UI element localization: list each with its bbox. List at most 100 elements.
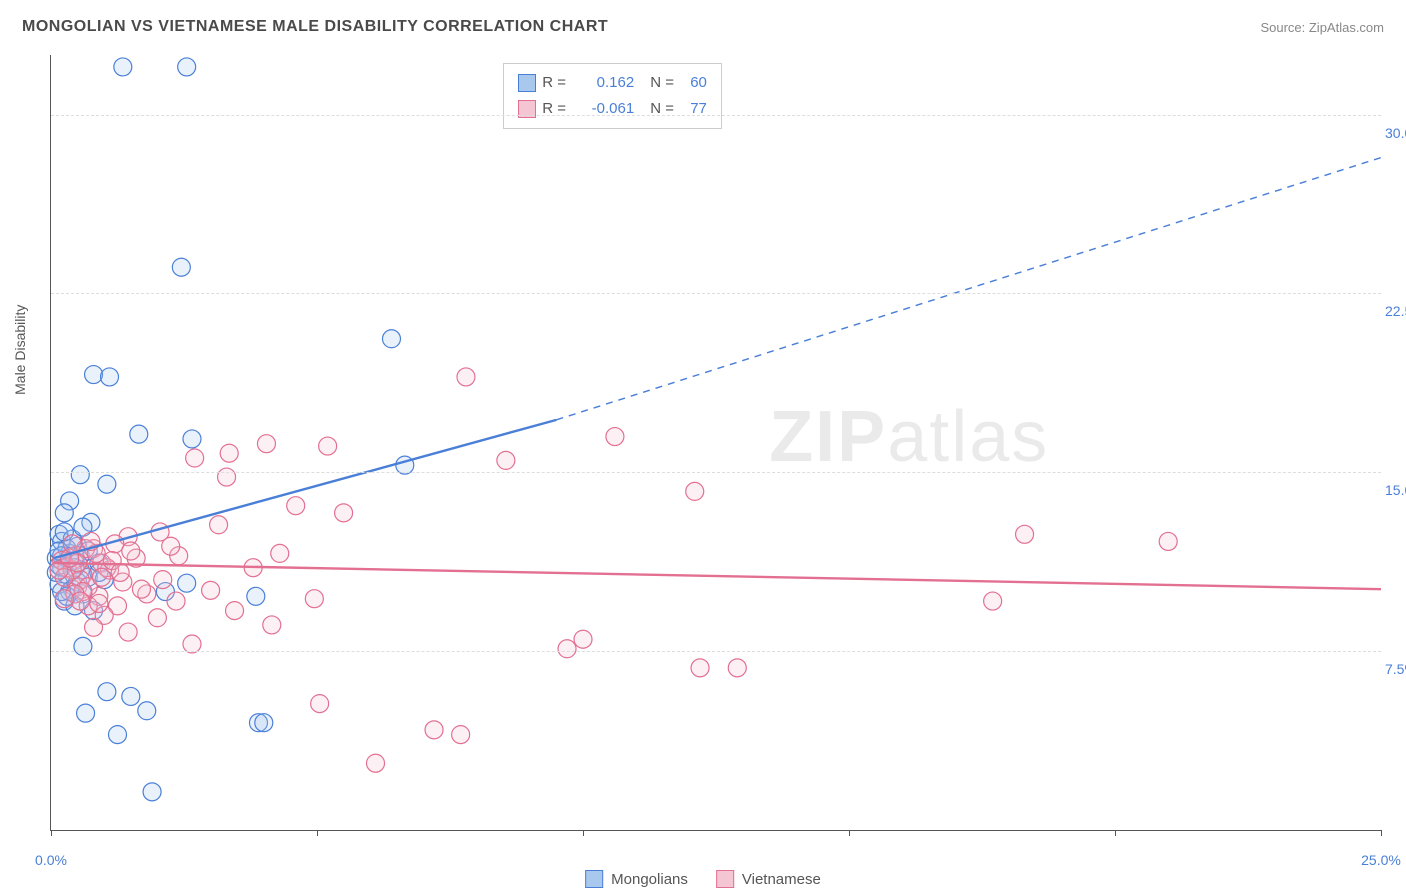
source-credit: Source: ZipAtlas.com [1260, 20, 1384, 35]
data-point [74, 637, 92, 655]
data-point [226, 602, 244, 620]
legend-swatch [585, 870, 603, 888]
data-point [606, 428, 624, 446]
data-point [1016, 525, 1034, 543]
x-tick [849, 830, 850, 836]
chart-plot-area: R =0.162N =60R =-0.061N =77 ZIPatlas 7.5… [50, 55, 1381, 831]
x-tick [317, 830, 318, 836]
stats-legend-box: R = 0.162 N = 60 R =-0.061N =77 [503, 63, 722, 129]
data-point [686, 482, 704, 500]
data-point [111, 563, 129, 581]
data-point [691, 659, 709, 677]
legend-item: Mongolians [585, 870, 688, 888]
n-value: 60 [690, 74, 707, 91]
data-point [311, 695, 329, 713]
data-point [154, 571, 172, 589]
data-point [247, 587, 265, 605]
data-point [728, 659, 746, 677]
regression-line-extrapolated [556, 158, 1381, 420]
y-axis-title: Male Disability [12, 305, 28, 395]
data-point [130, 425, 148, 443]
y-tick-label: 7.5% [1385, 661, 1406, 677]
y-tick-label: 15.0% [1385, 482, 1406, 498]
gridline-h [51, 472, 1381, 473]
data-point [101, 368, 119, 386]
data-point [263, 616, 281, 634]
data-point [202, 581, 220, 599]
data-point [71, 592, 89, 610]
legend-item: Vietnamese [716, 870, 821, 888]
data-point [98, 475, 116, 493]
data-point [93, 568, 111, 586]
data-point [382, 330, 400, 348]
x-tick-label: 0.0% [35, 852, 67, 868]
data-point [287, 497, 305, 515]
x-tick [1381, 830, 1382, 836]
source-prefix: Source: [1260, 20, 1308, 35]
x-tick [51, 830, 52, 836]
data-point [109, 726, 127, 744]
legend-swatch [518, 74, 536, 92]
data-point [172, 258, 190, 276]
data-point [335, 504, 353, 522]
data-point [218, 468, 236, 486]
r-label: R = [542, 74, 570, 91]
regression-line [54, 420, 557, 558]
data-point [85, 366, 103, 384]
data-point [367, 754, 385, 772]
stats-row: R =-0.061N =77 [518, 96, 707, 122]
data-point [178, 58, 196, 76]
data-point [119, 623, 137, 641]
data-point [1159, 532, 1177, 550]
data-point [558, 640, 576, 658]
data-point [143, 783, 161, 801]
data-point [220, 444, 238, 462]
data-point [457, 368, 475, 386]
data-point [138, 702, 156, 720]
x-tick-label: 25.0% [1361, 852, 1401, 868]
data-point [71, 466, 89, 484]
data-point [255, 714, 273, 732]
stats-row: R = 0.162 N = 60 [518, 70, 707, 96]
data-point [55, 504, 73, 522]
legend-swatch [716, 870, 734, 888]
data-point [77, 704, 95, 722]
x-tick [1115, 830, 1116, 836]
data-point [132, 580, 150, 598]
legend-label: Vietnamese [742, 871, 821, 888]
data-point [319, 437, 337, 455]
series-legend: Mongolians Vietnamese [585, 870, 821, 888]
chart-title: MONGOLIAN VS VIETNAMESE MALE DISABILITY … [22, 18, 608, 36]
gridline-h [51, 293, 1381, 294]
data-point [497, 451, 515, 469]
data-point [425, 721, 443, 739]
legend-label: Mongolians [611, 871, 688, 888]
n-label: N = [650, 74, 684, 91]
data-point [162, 537, 180, 555]
data-point [98, 683, 116, 701]
data-point [305, 590, 323, 608]
data-point [257, 435, 275, 453]
data-point [148, 609, 166, 627]
data-point [90, 594, 108, 612]
r-value: 0.162 [576, 74, 634, 91]
data-point [984, 592, 1002, 610]
data-point [55, 590, 73, 608]
data-point [186, 449, 204, 467]
data-point [122, 542, 140, 560]
gridline-h [51, 651, 1381, 652]
data-point [178, 574, 196, 592]
data-point [167, 592, 185, 610]
data-point [122, 687, 140, 705]
scatter-plot-svg [51, 55, 1381, 830]
y-tick-label: 22.5% [1385, 303, 1406, 319]
data-point [574, 630, 592, 648]
y-tick-label: 30.0% [1385, 125, 1406, 141]
data-point [452, 726, 470, 744]
data-point [183, 430, 201, 448]
data-point [85, 618, 103, 636]
gridline-h [51, 115, 1381, 116]
data-point [271, 544, 289, 562]
data-point [210, 516, 228, 534]
source-link[interactable]: ZipAtlas.com [1309, 20, 1384, 35]
